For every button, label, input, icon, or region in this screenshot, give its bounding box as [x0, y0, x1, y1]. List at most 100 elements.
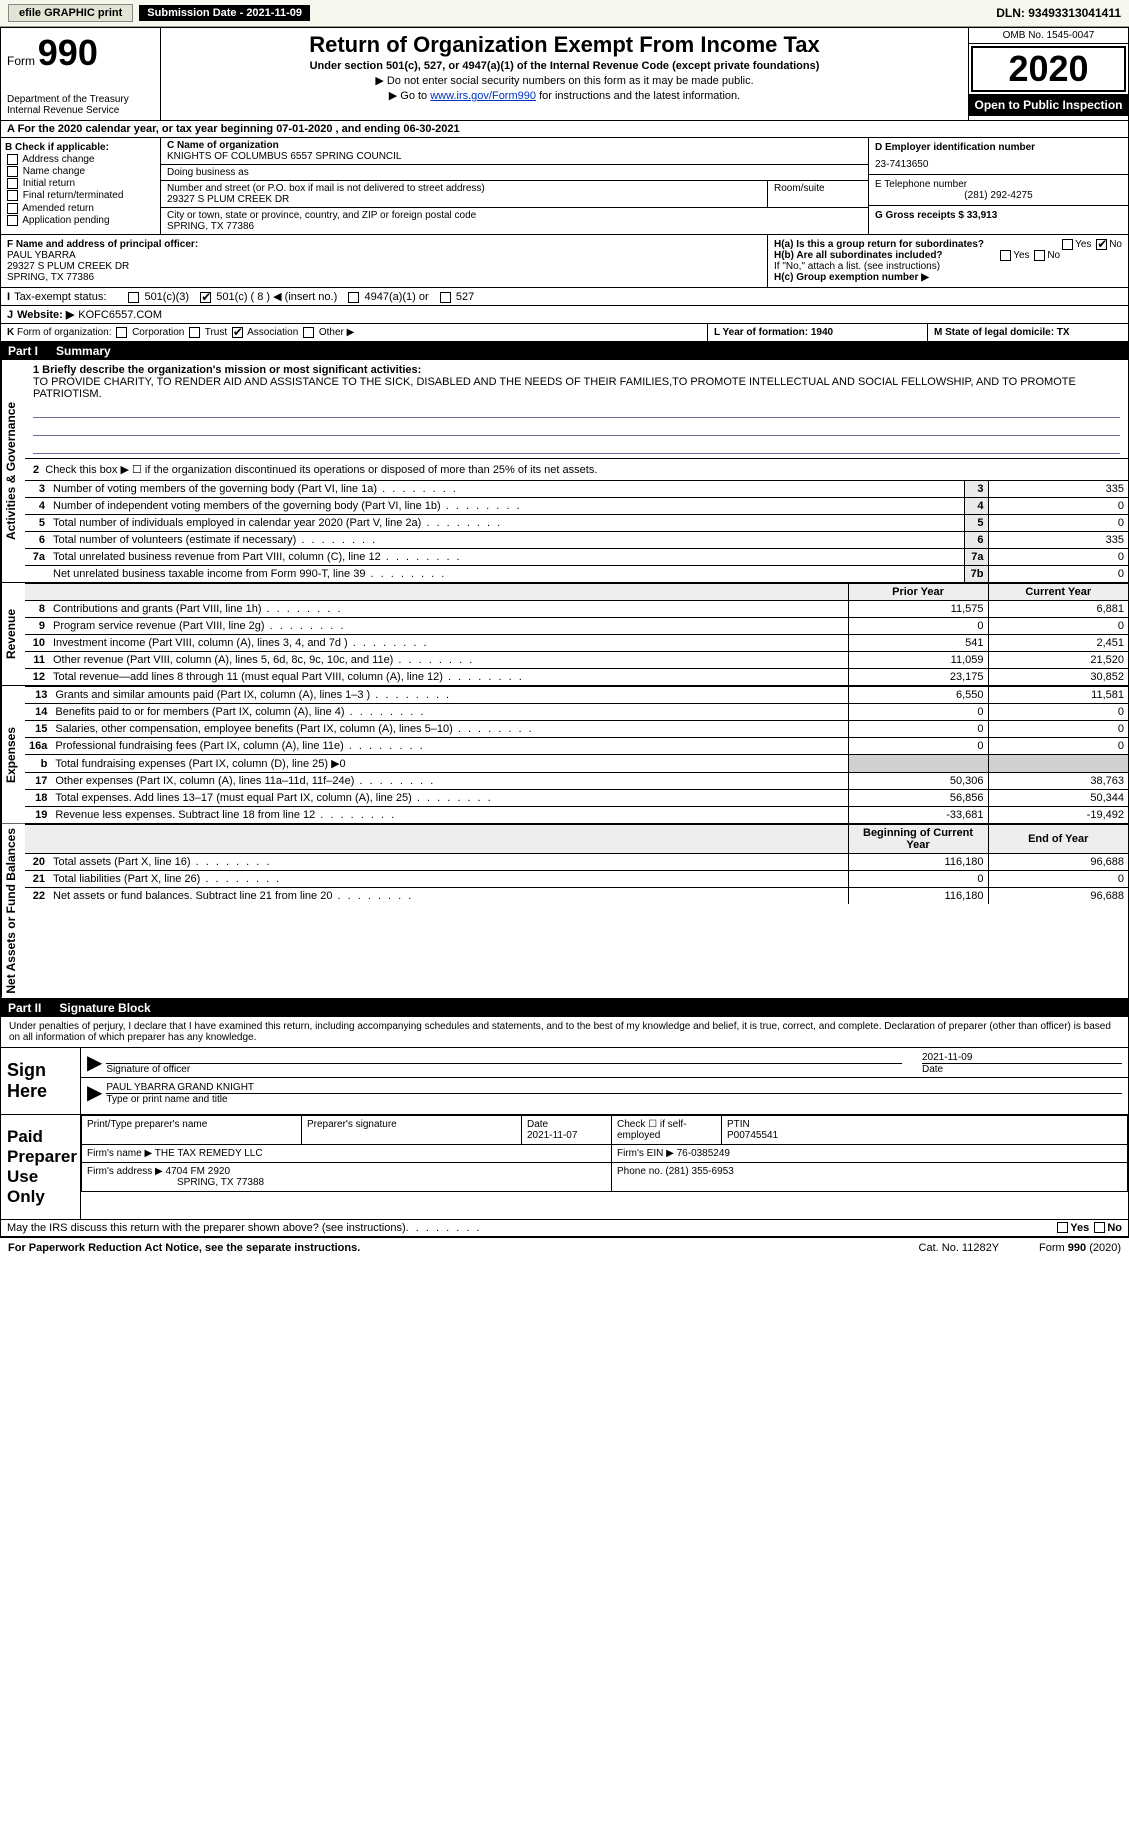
footer: For Paperwork Reduction Act Notice, see … — [0, 1237, 1129, 1258]
phone-label: E Telephone number — [875, 179, 1122, 190]
officer-addr1: 29327 S PLUM CREEK DR — [7, 261, 129, 272]
row-j: J Website: ▶ KOFC6557.COM — [0, 306, 1129, 324]
top-bar: efile GRAPHIC print Submission Date - 20… — [0, 0, 1129, 27]
table-row: b Total fundraising expenses (Part IX, c… — [25, 755, 1128, 773]
prep-date-value: 2021-11-07 — [527, 1130, 577, 1141]
row-i: I Tax-exempt status: 501(c)(3) 501(c) ( … — [0, 288, 1129, 306]
table-row: 12 Total revenue—add lines 8 through 11 … — [25, 669, 1128, 686]
box-b-item[interactable]: Address change — [5, 154, 156, 165]
ha-no-checkbox[interactable] — [1096, 239, 1107, 250]
prep-date-label: Date — [527, 1119, 548, 1130]
org-form-checkbox[interactable] — [303, 327, 314, 338]
dept-label: Department of the Treasury Internal Reve… — [7, 94, 154, 116]
officer-name: PAUL YBARRA — [7, 250, 76, 261]
ptin-value: P00745541 — [727, 1130, 778, 1141]
discuss-no-checkbox[interactable] — [1094, 1222, 1105, 1233]
preparer-table: Print/Type preparer's name Preparer's si… — [81, 1115, 1128, 1192]
state-domicile: M State of legal domicile: TX — [928, 324, 1128, 341]
city-value: SPRING, TX 77386 — [167, 221, 862, 232]
part1-num: Part I — [8, 344, 38, 358]
firm-name-label: Firm's name ▶ — [87, 1148, 152, 1159]
org-form-checkbox[interactable] — [189, 327, 200, 338]
firm-addr-value: 4704 FM 2920 — [166, 1166, 231, 1177]
dln-label: DLN: 93493313041411 — [996, 6, 1121, 20]
tax-status-checkbox[interactable] — [128, 292, 139, 303]
org-form-checkbox[interactable] — [116, 327, 127, 338]
org-form-checkbox[interactable] — [232, 327, 243, 338]
governance-table: 3 Number of voting members of the govern… — [25, 480, 1128, 582]
type-name-label: Type or print name and title — [106, 1093, 1122, 1105]
box-b-item[interactable]: Initial return — [5, 178, 156, 189]
omb-number: OMB No. 1545-0047 — [969, 28, 1128, 44]
hb-no-checkbox[interactable] — [1034, 250, 1045, 261]
part1-header: Part I Summary — [0, 342, 1129, 360]
note2-pre: ▶ Go to — [389, 90, 430, 102]
table-row: Net unrelated business taxable income fr… — [25, 566, 1128, 583]
sig-arrow-icon: ▶ — [87, 1050, 102, 1075]
yes-label: Yes — [1070, 1222, 1089, 1234]
form-header: Form 990 Department of the Treasury Inte… — [0, 27, 1129, 121]
netassets-section: Net Assets or Fund Balances Beginning of… — [0, 824, 1129, 999]
box-b-item[interactable]: Name change — [5, 166, 156, 177]
part2-header: Part II Signature Block — [0, 999, 1129, 1017]
ha-label: H(a) Is this a group return for subordin… — [774, 239, 984, 250]
table-row: 16a Professional fundraising fees (Part … — [25, 738, 1128, 755]
penalty-statement: Under penalties of perjury, I declare th… — [0, 1017, 1129, 1048]
officer-typed-name: PAUL YBARRA GRAND KNIGHT — [106, 1082, 1122, 1093]
netassets-table: Beginning of Current Year End of Year 20… — [25, 824, 1128, 904]
tax-status-checkbox[interactable] — [440, 292, 451, 303]
year-formation: L Year of formation: 1940 — [708, 324, 928, 341]
governance-sidelabel: Activities & Governance — [1, 360, 25, 582]
period-row: A For the 2020 calendar year, or tax yea… — [0, 121, 1129, 138]
ein-label: D Employer identification number — [875, 142, 1122, 153]
revenue-sidelabel: Revenue — [1, 583, 25, 685]
box-b-item[interactable]: Amended return — [5, 203, 156, 214]
box-h: H(a) Is this a group return for subordin… — [768, 235, 1128, 287]
part2-num: Part II — [8, 1001, 41, 1015]
hc-label: H(c) Group exemption number ▶ — [774, 272, 1122, 283]
ptin-label: PTIN — [727, 1119, 750, 1130]
box-b-item[interactable]: Final return/terminated — [5, 190, 156, 201]
tax-status-checkbox[interactable] — [200, 292, 211, 303]
mission-block: 1 Briefly describe the organization's mi… — [25, 360, 1128, 458]
form-subtitle: Under section 501(c), 527, or 4947(a)(1)… — [167, 60, 962, 72]
efile-print-button[interactable]: efile GRAPHIC print — [8, 4, 133, 22]
ha-yes-checkbox[interactable] — [1062, 239, 1073, 250]
line2-text: Check this box ▶ ☐ if the organization d… — [45, 464, 597, 476]
expenses-sidelabel: Expenses — [1, 686, 25, 823]
footer-left: For Paperwork Reduction Act Notice, see … — [8, 1242, 360, 1254]
sig-date-value: 2021-11-09 — [922, 1052, 1122, 1063]
table-row: 4 Number of independent voting members o… — [25, 498, 1128, 515]
hb-yes-checkbox[interactable] — [1000, 250, 1011, 261]
table-row: 6 Total number of volunteers (estimate i… — [25, 532, 1128, 549]
j-label: J — [7, 309, 13, 321]
paid-preparer-row: Paid Preparer Use Only Print/Type prepar… — [0, 1115, 1129, 1220]
discuss-yes-checkbox[interactable] — [1057, 1222, 1068, 1233]
form-note-2: ▶ Go to www.irs.gov/Form990 for instruct… — [167, 89, 962, 102]
part1-title: Summary — [56, 344, 111, 358]
no-label: No — [1107, 1222, 1122, 1234]
mission-text: TO PROVIDE CHARITY, TO RENDER AID AND AS… — [33, 376, 1120, 400]
revenue-section: Revenue Prior Year Current Year 8 Contri… — [0, 583, 1129, 686]
firm-addr-label: Firm's address ▶ — [87, 1166, 163, 1177]
row-k: K Form of organization: Corporation Trus… — [0, 324, 1129, 342]
netassets-sidelabel: Net Assets or Fund Balances — [1, 824, 25, 998]
expenses-section: Expenses 13 Grants and similar amounts p… — [0, 686, 1129, 824]
tax-status-checkbox[interactable] — [348, 292, 359, 303]
self-employed-check[interactable]: Check ☐ if self-employed — [612, 1115, 722, 1144]
sig-date-label: Date — [922, 1063, 1122, 1075]
dba-label: Doing business as — [167, 167, 862, 178]
box-f: F Name and address of principal officer:… — [1, 235, 768, 287]
header-left: Form 990 Department of the Treasury Inte… — [1, 28, 161, 120]
tax-year: 2020 — [971, 46, 1126, 92]
table-row: 7a Total unrelated business revenue from… — [25, 549, 1128, 566]
table-row: 13 Grants and similar amounts paid (Part… — [25, 687, 1128, 704]
expenses-table: 13 Grants and similar amounts paid (Part… — [25, 686, 1128, 823]
k-label: K — [7, 327, 14, 338]
table-row: 18 Total expenses. Add lines 13–17 (must… — [25, 790, 1128, 807]
firm-ein-label: Firm's EIN ▶ — [617, 1148, 674, 1159]
discuss-text: May the IRS discuss this return with the… — [7, 1222, 406, 1234]
firm-ein-value: 76-0385249 — [677, 1148, 730, 1159]
irs-link[interactable]: www.irs.gov/Form990 — [430, 90, 536, 102]
box-b-item[interactable]: Application pending — [5, 215, 156, 226]
